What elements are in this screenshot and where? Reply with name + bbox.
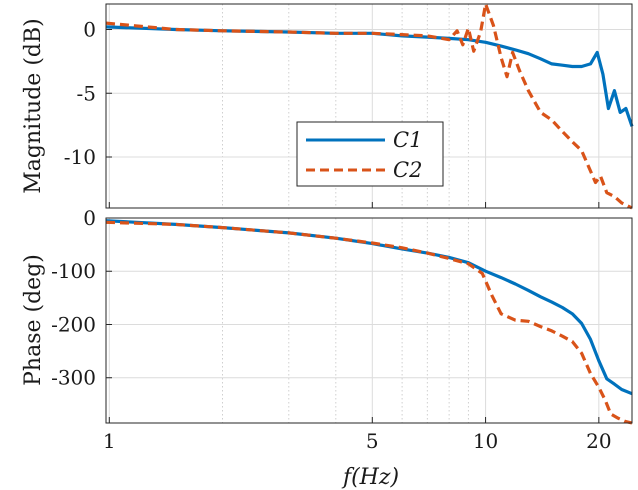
y-tick-label: 0: [83, 18, 96, 42]
magnitude-y-ticks: 0 -5 -10: [64, 18, 600, 208]
phase-series: [105, 219, 633, 425]
magnitude-y-axis-label: Magnitude (dB): [21, 18, 46, 193]
x-tick-labels: 1 5 10 20: [103, 429, 612, 453]
phase-panel: 0 -100 -200 -300 Phase (deg): [21, 206, 633, 425]
magnitude-plot-frame: [105, 3, 633, 209]
y-tick-label: -300: [51, 366, 96, 390]
y-tick-label: -10: [64, 145, 96, 169]
y-tick-label: -200: [51, 312, 96, 336]
x-tick-label: 1: [103, 429, 116, 453]
series-line-c2: [105, 220, 633, 425]
x-axis-label: f(Hz): [341, 465, 399, 490]
legend: C1 C2: [296, 121, 444, 187]
series-line-c2: [105, 2, 633, 210]
x-tick-label: 5: [366, 429, 379, 453]
y-tick-label: 0: [83, 206, 96, 230]
phase-y-axis-label: Phase (deg): [21, 254, 46, 386]
y-tick-label: -100: [51, 259, 96, 283]
y-tick-label: -5: [77, 81, 96, 105]
magnitude-series: [105, 2, 634, 210]
phase-plot-frame: [105, 217, 633, 424]
phase-y-ticks: 0 -100 -200 -300: [51, 206, 600, 423]
x-tick-label: 10: [473, 429, 498, 453]
legend-box: [296, 121, 444, 187]
x-tick-label: 20: [586, 429, 611, 453]
legend-entry-c2: C2: [393, 158, 422, 182]
phase-plot-area: [106, 218, 632, 423]
legend-entry-c1: C1: [393, 128, 422, 152]
